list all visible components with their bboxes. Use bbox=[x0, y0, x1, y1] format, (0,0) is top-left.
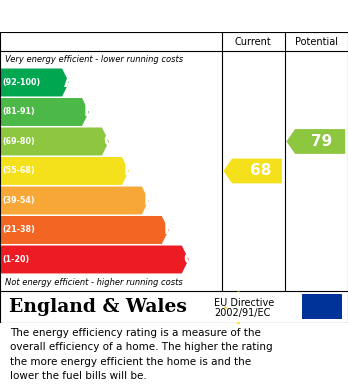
Text: EU Directive: EU Directive bbox=[214, 298, 274, 308]
Text: (55-68): (55-68) bbox=[3, 167, 35, 176]
Text: (39-54): (39-54) bbox=[3, 196, 35, 205]
Text: (81-91): (81-91) bbox=[3, 108, 35, 117]
Bar bbox=[302, 294, 342, 319]
Text: Potential: Potential bbox=[295, 37, 338, 47]
Text: Energy Efficiency Rating: Energy Efficiency Rating bbox=[10, 9, 232, 23]
Text: E: E bbox=[143, 193, 153, 208]
Text: B: B bbox=[84, 104, 95, 120]
Polygon shape bbox=[0, 187, 149, 214]
Text: 68: 68 bbox=[250, 163, 271, 178]
Text: Very energy efficient - lower running costs: Very energy efficient - lower running co… bbox=[5, 55, 183, 64]
Text: (69-80): (69-80) bbox=[3, 137, 35, 146]
Text: C: C bbox=[103, 134, 114, 149]
Text: (92-100): (92-100) bbox=[3, 78, 41, 87]
Polygon shape bbox=[0, 98, 89, 126]
Text: Current: Current bbox=[235, 37, 271, 47]
Text: England & Wales: England & Wales bbox=[9, 298, 187, 316]
Text: D: D bbox=[123, 163, 135, 178]
Text: A: A bbox=[63, 75, 75, 90]
Polygon shape bbox=[0, 216, 169, 244]
Text: Not energy efficient - higher running costs: Not energy efficient - higher running co… bbox=[5, 278, 183, 287]
Text: (1-20): (1-20) bbox=[3, 255, 30, 264]
Polygon shape bbox=[286, 129, 345, 154]
Text: 79: 79 bbox=[311, 134, 333, 149]
Polygon shape bbox=[0, 157, 129, 185]
Polygon shape bbox=[0, 246, 189, 273]
Polygon shape bbox=[0, 127, 109, 156]
Text: F: F bbox=[163, 222, 173, 237]
Text: G: G bbox=[183, 252, 195, 267]
Polygon shape bbox=[223, 159, 282, 183]
Text: The energy efficiency rating is a measure of the
overall efficiency of a home. T: The energy efficiency rating is a measur… bbox=[10, 328, 273, 381]
Text: (21-38): (21-38) bbox=[3, 226, 35, 235]
Text: 2002/91/EC: 2002/91/EC bbox=[214, 308, 270, 318]
Polygon shape bbox=[0, 68, 69, 97]
